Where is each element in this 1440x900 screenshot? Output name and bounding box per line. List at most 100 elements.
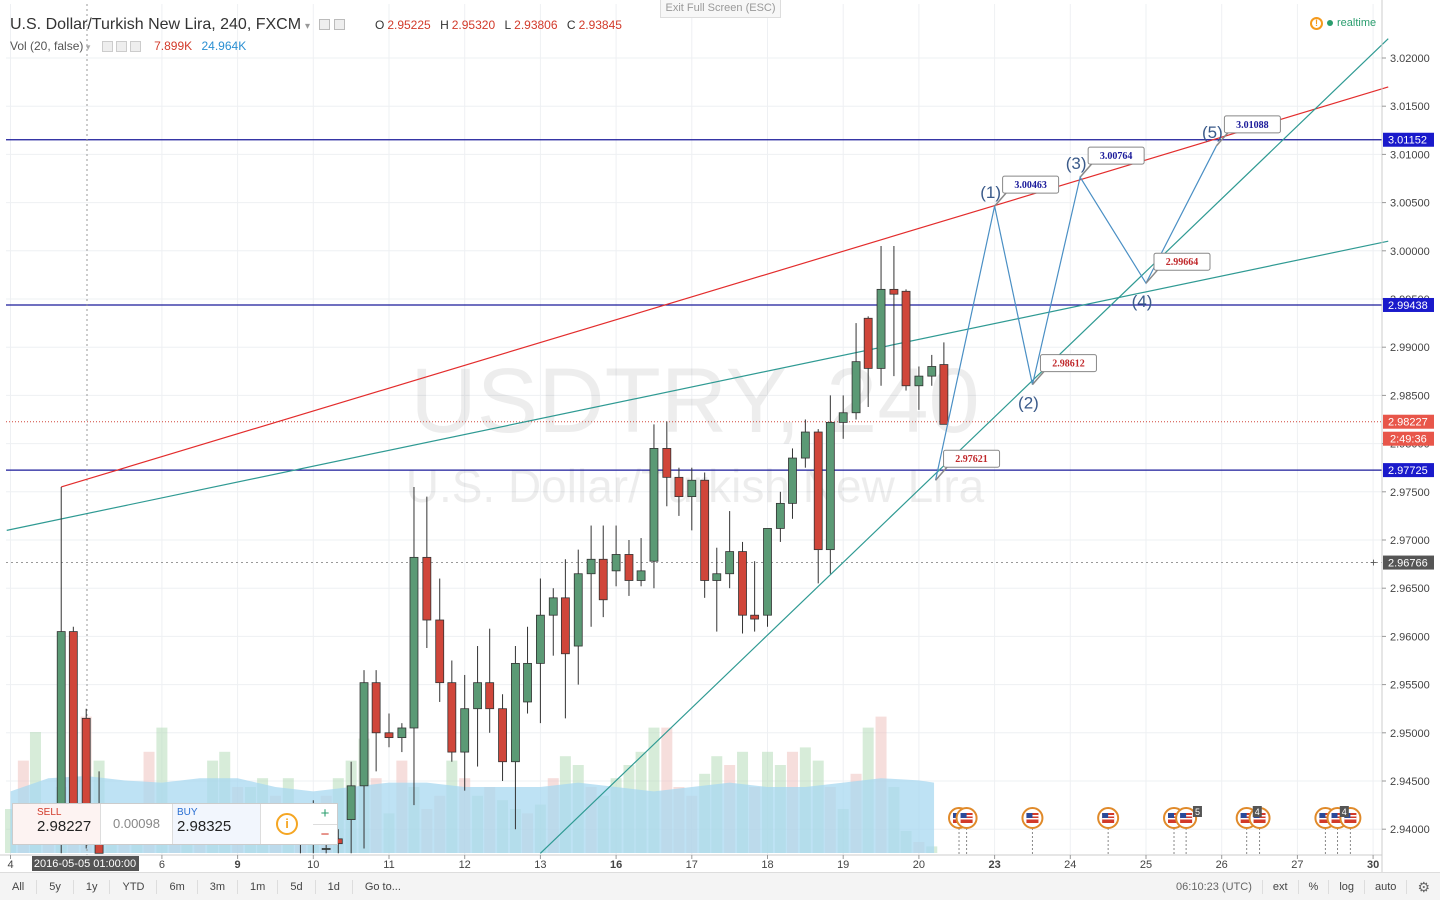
flag-canton <box>960 813 967 818</box>
candle <box>813 429 823 584</box>
low-value: 2.93806 <box>514 18 558 32</box>
candle <box>485 628 495 733</box>
callout-box <box>1087 146 1145 165</box>
candle <box>863 316 873 407</box>
event-flag-icon <box>1097 807 1120 855</box>
timeframe-5d[interactable]: 5d <box>278 879 316 894</box>
settings-icon[interactable] <box>333 19 345 31</box>
volume-remove-icon[interactable] <box>129 41 141 53</box>
price-tag-bg <box>1383 297 1434 312</box>
exit-fullscreen-hint[interactable]: Exit Full Screen (ESC) <box>660 0 781 18</box>
volume-settings-icon[interactable] <box>115 41 127 53</box>
buy-button[interactable]: BUY 2.98325 <box>173 804 261 844</box>
trendline-red <box>61 86 1389 488</box>
candle-body <box>560 597 570 655</box>
candle <box>598 525 608 618</box>
price-tick-label: 2.94500 <box>1390 776 1430 788</box>
candle-body <box>712 573 722 581</box>
time-tick-label: 6 <box>159 859 165 871</box>
candle-body <box>939 364 949 425</box>
symbol-dropdown-icon[interactable]: ▾ <box>305 21 311 32</box>
time-tick-label: 9 <box>235 859 241 871</box>
level-price-tag: 2.99438 <box>1383 297 1434 312</box>
current-price-tag: 2.98227 <box>1383 414 1434 429</box>
event-count-badge: 5 <box>1192 806 1202 817</box>
percent-toggle[interactable]: % <box>1297 880 1329 894</box>
increase-button[interactable]: + <box>313 804 337 825</box>
time-tick-label: 26 <box>1216 859 1228 871</box>
candle-body <box>435 619 445 684</box>
candle-body <box>914 375 924 387</box>
symbol-title[interactable]: U.S. Dollar/Turkish New Lira, 240, FXCM <box>10 16 302 33</box>
candle-body <box>511 662 520 763</box>
candle <box>901 289 911 391</box>
candle-body <box>611 554 621 572</box>
auto-toggle[interactable]: auto <box>1364 880 1406 894</box>
time-tick-label: 17 <box>686 859 698 871</box>
ext-toggle[interactable]: ext <box>1261 880 1298 894</box>
time-tick-label: 30 <box>1367 859 1379 871</box>
timeframe-1y[interactable]: 1y <box>74 879 111 894</box>
volume-dropdown-icon[interactable]: ▾ <box>83 42 91 52</box>
wave-label-3: (3) <box>1066 154 1087 173</box>
format-icon[interactable] <box>318 19 330 31</box>
time-tick-label: 4 <box>7 859 13 871</box>
candle-body <box>598 558 608 601</box>
candle-body <box>636 570 646 581</box>
goto-button[interactable]: Go to... <box>364 880 401 893</box>
spread-value: 0.00098 <box>101 804 173 844</box>
timeframe-3m[interactable]: 3m <box>198 879 239 894</box>
candle <box>371 670 381 772</box>
flag-stripe <box>1168 818 1181 820</box>
buy-price: 2.98325 <box>177 818 232 835</box>
event-flag-icon <box>1021 807 1044 855</box>
realtime-label: realtime <box>1337 17 1377 29</box>
gear-icon[interactable]: ⚙ <box>1406 880 1440 894</box>
candle-body <box>384 732 394 739</box>
sell-button[interactable]: SELL 2.98227 <box>13 804 101 844</box>
timeframe-6m[interactable]: 6m <box>157 879 198 894</box>
volume-visibility-icon[interactable] <box>101 41 113 53</box>
trade-info-button[interactable]: i <box>261 804 313 844</box>
candle <box>548 588 558 656</box>
wave-callout-4: 2.99664 <box>1145 252 1211 284</box>
volume-bar <box>648 727 660 853</box>
time-tick-label: 27 <box>1291 859 1303 871</box>
price-tag-bg <box>1383 414 1434 429</box>
price-tick-label: 3.00500 <box>1390 198 1430 210</box>
log-toggle[interactable]: log <box>1328 880 1364 894</box>
timeframe-1m[interactable]: 1m <box>238 879 279 894</box>
projection-origin-callout: 2.97621 <box>934 449 1001 481</box>
info-icon: i <box>276 813 298 835</box>
badge-label: 4 <box>1342 807 1347 817</box>
volume-label[interactable]: Vol (20, false) <box>10 39 84 53</box>
candle <box>384 713 394 748</box>
candle-body <box>750 614 760 620</box>
candle-body <box>927 366 937 377</box>
crosshair-date-bg <box>32 856 139 871</box>
time-tick-label: 25 <box>1140 859 1152 871</box>
timeframe-ytd[interactable]: YTD <box>110 879 158 894</box>
warning-icon[interactable]: ! <box>1310 17 1323 30</box>
candle <box>788 448 797 519</box>
flag-stripe <box>1102 818 1115 820</box>
candle-body <box>321 848 331 850</box>
candle-body <box>775 502 785 529</box>
high-label: H <box>440 18 449 32</box>
price-tag-label: 2.98227 <box>1388 417 1428 429</box>
timeframe-all[interactable]: All <box>0 879 38 894</box>
candle-body <box>838 412 848 423</box>
countdown-tag-bg <box>1383 431 1434 446</box>
timeframe-5y[interactable]: 5y <box>37 879 74 894</box>
candle-body <box>700 479 710 581</box>
timeframe-1d[interactable]: 1d <box>316 879 353 894</box>
time-tick-label: 16 <box>610 859 622 871</box>
decrease-button[interactable]: − <box>320 825 330 843</box>
callout-value: 3.00764 <box>1100 151 1133 162</box>
sell-label: SELL <box>37 807 62 818</box>
candle <box>738 541 747 634</box>
candle <box>560 559 570 719</box>
sell-price: 2.98227 <box>37 818 92 835</box>
